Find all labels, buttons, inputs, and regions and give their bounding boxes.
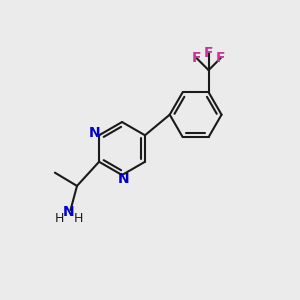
Text: N: N	[118, 172, 129, 186]
Text: H: H	[74, 212, 83, 225]
Text: N: N	[63, 206, 75, 219]
Text: N: N	[89, 126, 100, 140]
Text: H: H	[55, 212, 64, 225]
Text: F: F	[204, 46, 213, 60]
Text: F: F	[216, 51, 225, 65]
Text: F: F	[192, 51, 201, 65]
